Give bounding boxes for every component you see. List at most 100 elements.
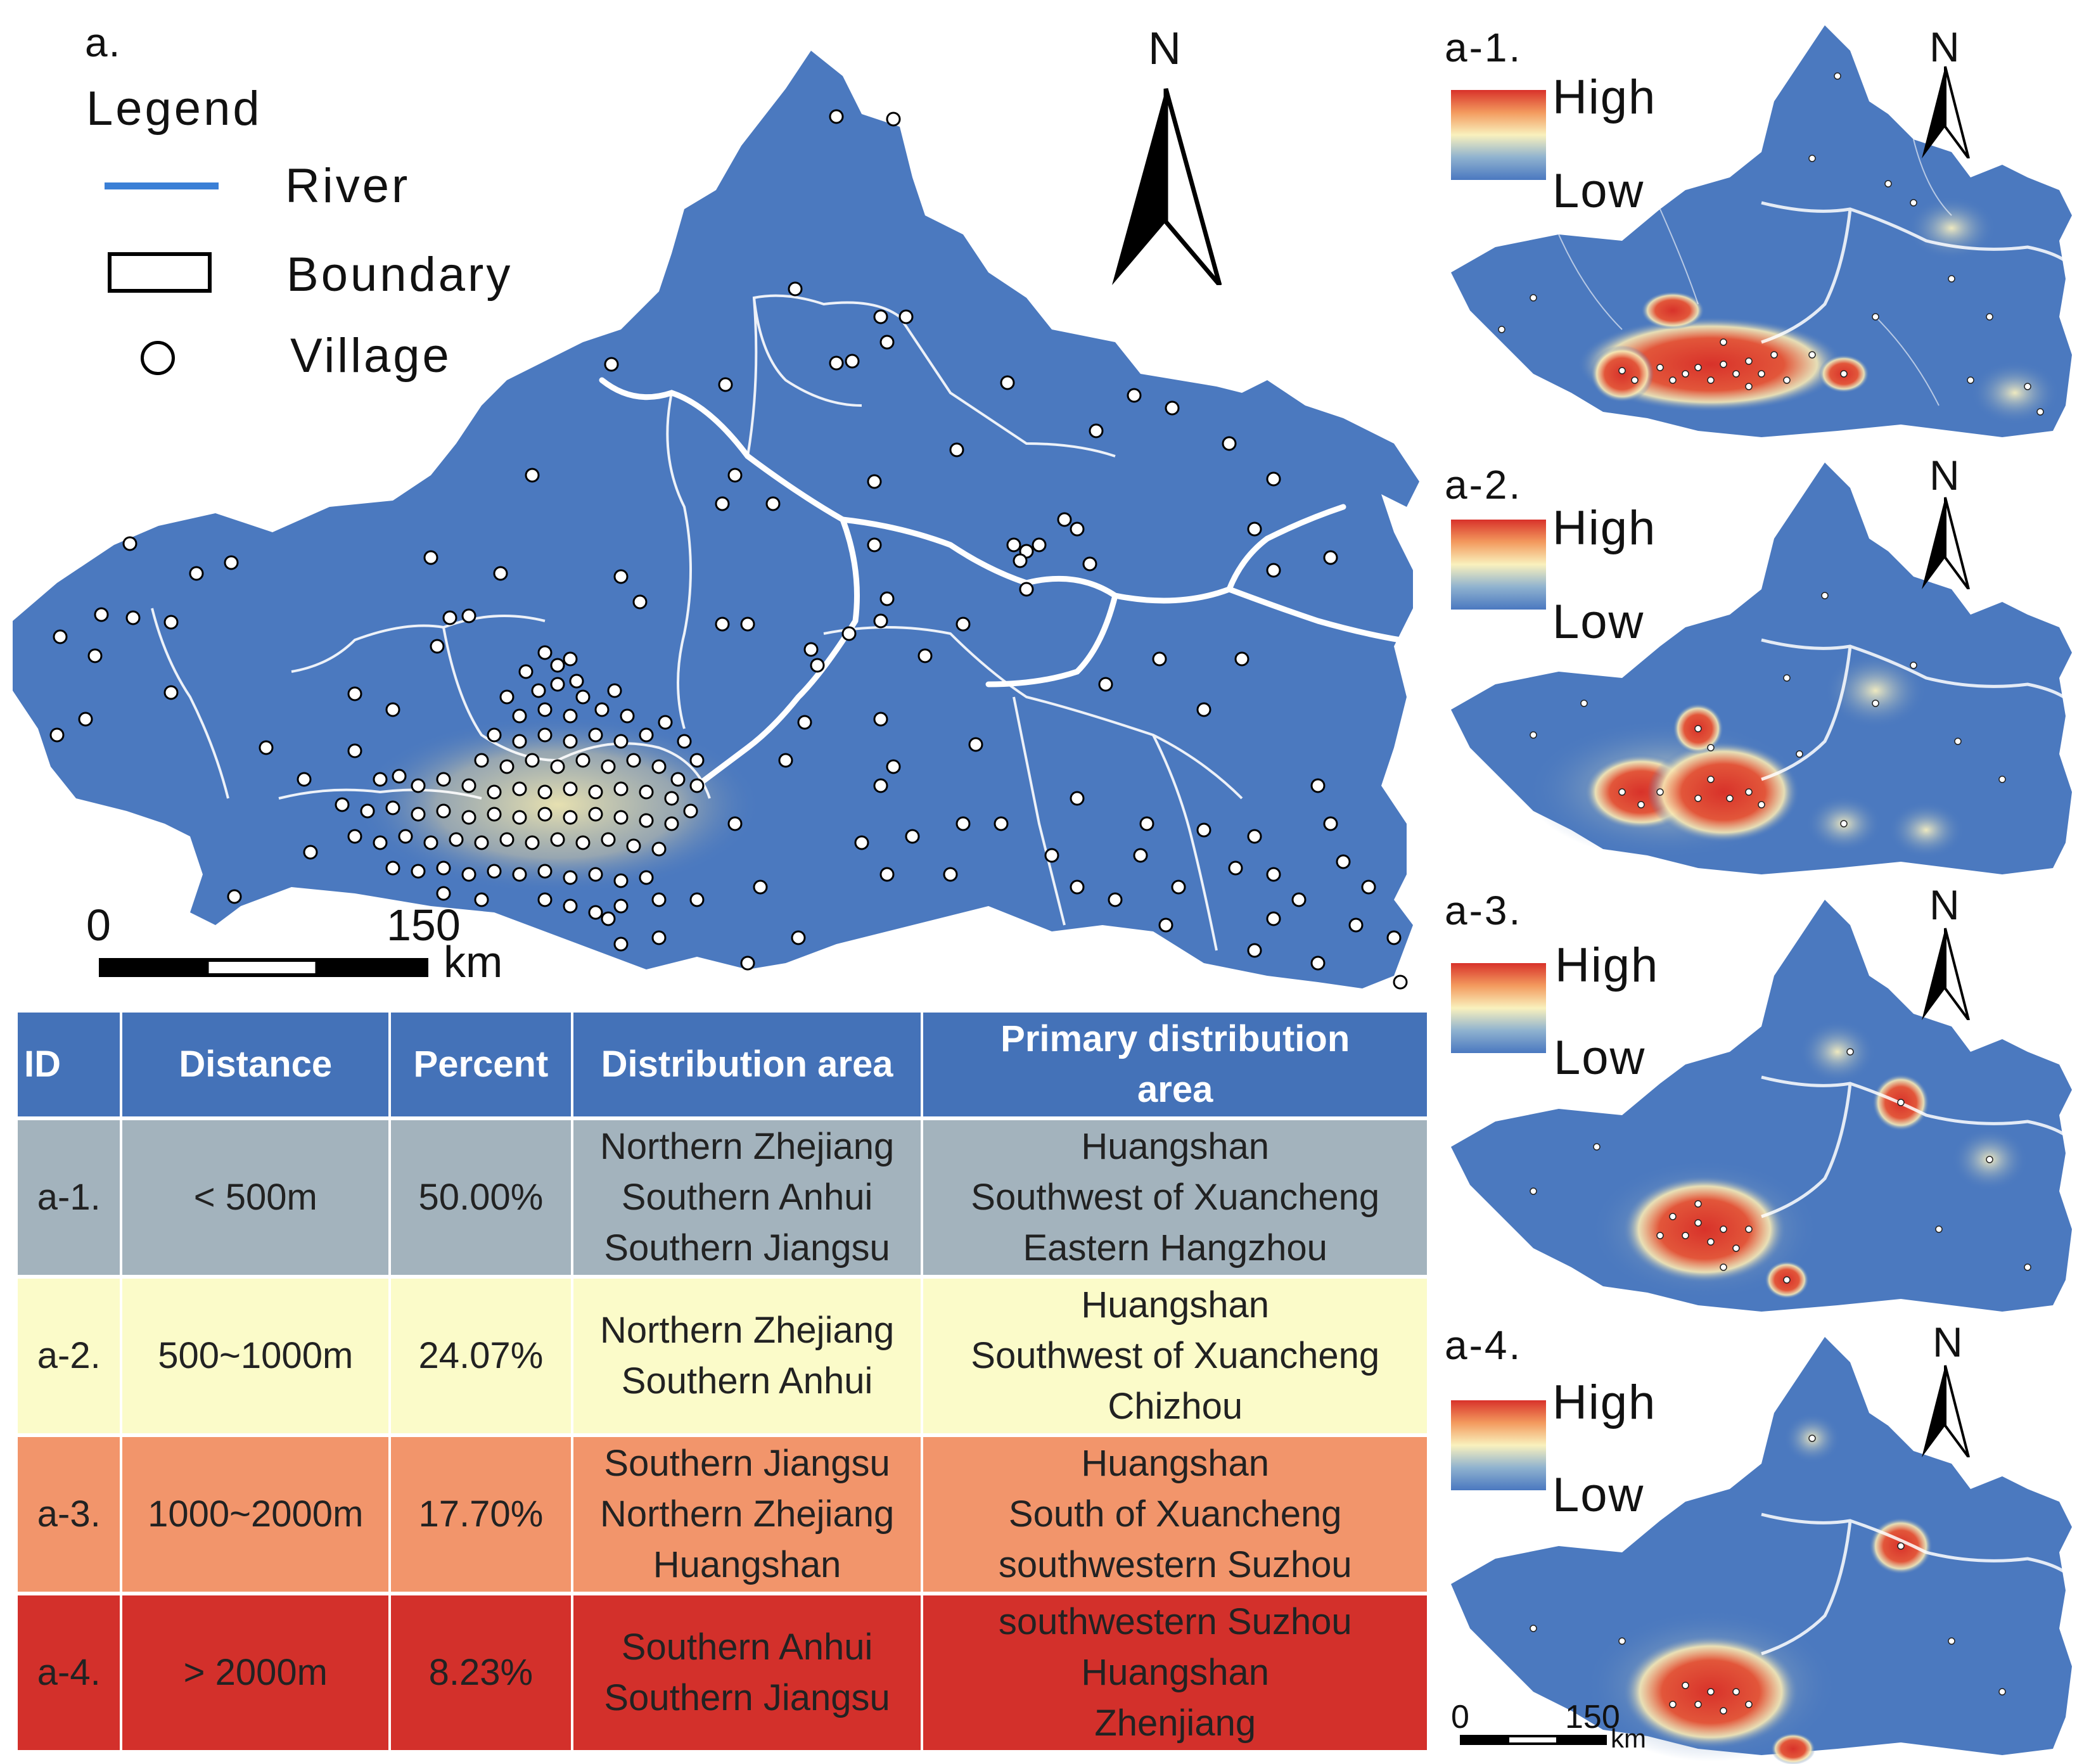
density-map-a3: a-3. High Low N	[1432, 874, 2077, 1312]
primary-line: South of Xuancheng	[1008, 1493, 1342, 1535]
row-percent: 8.23%	[391, 1595, 571, 1750]
density-map-a1: a-1. High Low N	[1432, 0, 2077, 437]
small-scale-unit: km	[1611, 1723, 1646, 1753]
row-primary-area: Huangshan Southwest of Xuancheng Chizhou	[923, 1279, 1427, 1433]
row-id: a-3.	[18, 1437, 120, 1592]
density-map-a1-label: a-1.	[1445, 25, 1523, 70]
area-line: Northern Zhejiang	[599, 1126, 895, 1167]
distribution-table: ID Distance Percent Distribution area Pr…	[15, 1009, 1429, 1754]
density-map-a4-label: a-4.	[1445, 1322, 1523, 1368]
main-map-canvas	[13, 51, 1419, 990]
density-a1-north-label: N	[1929, 23, 1960, 70]
area-line: Southern Jiangsu	[604, 1443, 890, 1484]
primary-line: Huangshan	[1081, 1443, 1270, 1484]
scale-start: 0	[86, 900, 111, 950]
row-percent: 50.00%	[391, 1120, 571, 1275]
density-a4-north-label: N	[1933, 1319, 1963, 1365]
header-distribution-area: Distribution area	[573, 1013, 921, 1116]
primary-line: Huangshan	[1081, 1284, 1270, 1326]
table-row: a-4. > 2000m 8.23% Southern Anhui Southe…	[18, 1595, 1427, 1750]
row-id: a-1.	[18, 1120, 120, 1275]
primary-line: Southwest of Xuancheng	[971, 1335, 1380, 1376]
density-a3-north-arrow-icon	[1922, 928, 1970, 1020]
study-region-land	[13, 51, 1419, 988]
legend-boundary-label: Boundary	[286, 248, 513, 302]
density-map-a3-label: a-3.	[1445, 888, 1523, 933]
scale-bar	[99, 958, 428, 977]
density-a2-color-ramp	[1451, 520, 1546, 610]
row-id: a-4.	[18, 1595, 120, 1750]
table-row: a-2. 500~1000m 24.07% Northern Zhejiang …	[18, 1279, 1427, 1433]
density-a2-high-label: High	[1552, 501, 1657, 555]
area-line: Southern Anhui	[621, 1627, 873, 1668]
primary-line: southwestern Suzhou	[998, 1544, 1352, 1585]
primary-line: southwestern Suzhou	[998, 1601, 1352, 1642]
village-points	[49, 109, 1408, 990]
area-line: Southern Jiangsu	[604, 1677, 890, 1718]
density-a2-low-label: Low	[1552, 595, 1645, 649]
row-distance: 1000~2000m	[122, 1437, 389, 1592]
row-distance: < 500m	[122, 1120, 389, 1275]
density-map-a2: a-2. High Low N	[1432, 437, 2077, 874]
primary-line: Zhenjiang	[1094, 1703, 1256, 1744]
density-a1-north-arrow-icon	[1922, 66, 1970, 158]
area-line: Huangshan	[653, 1544, 841, 1585]
header-id: ID	[18, 1013, 120, 1116]
density-a1-color-ramp	[1451, 90, 1546, 180]
main-panel-label: a.	[85, 20, 122, 65]
table-row: a-3. 1000~2000m 17.70% Southern Jiangsu …	[18, 1437, 1427, 1592]
density-a2-north-label: N	[1929, 452, 1960, 499]
row-distribution-area: Southern Anhui Southern Jiangsu	[573, 1595, 921, 1750]
row-distance: > 2000m	[122, 1595, 389, 1750]
row-percent: 17.70%	[391, 1437, 571, 1592]
row-primary-area: Huangshan Southwest of Xuancheng Eastern…	[923, 1120, 1427, 1275]
row-distribution-area: Northern Zhejiang Southern Anhui Souther…	[573, 1120, 921, 1275]
density-map-a4: a-4. High Low N 0 150 km	[1432, 1312, 2077, 1764]
density-a1-high-label: High	[1552, 70, 1657, 124]
density-a1-low-label: Low	[1552, 164, 1645, 218]
admin-boundaries	[151, 294, 1243, 951]
density-a2-north-arrow-icon	[1922, 497, 1970, 589]
row-distance: 500~1000m	[122, 1279, 389, 1433]
row-percent: 24.07%	[391, 1279, 571, 1433]
density-map-a2-label: a-2.	[1445, 462, 1523, 508]
area-line: Southern Anhui	[621, 1177, 873, 1218]
density-map-a4-canvas	[1451, 1337, 2073, 1764]
density-map-a2-canvas	[1451, 463, 2073, 874]
density-map-a1-canvas	[1451, 25, 2073, 437]
small-scale-end: 150	[1565, 1699, 1620, 1735]
table-row: a-1. < 500m 50.00% Northern Zhejiang Sou…	[18, 1120, 1427, 1275]
area-line: Southern Anhui	[621, 1360, 873, 1402]
primary-line: Southwest of Xuancheng	[971, 1177, 1380, 1218]
legend-river-label: River	[285, 159, 411, 213]
area-line: Southern Jiangsu	[604, 1227, 890, 1269]
row-id: a-2.	[18, 1279, 120, 1433]
legend-title: Legend	[86, 82, 262, 136]
scale-unit: km	[444, 937, 503, 987]
major-river-lines	[599, 377, 1403, 789]
density-a4-low-label: Low	[1552, 1468, 1645, 1522]
small-scale-bar	[1460, 1735, 1607, 1745]
density-a3-north-label: N	[1929, 881, 1960, 928]
area-line: Northern Zhejiang	[599, 1493, 895, 1535]
row-distribution-area: Southern Jiangsu Northern Zhejiang Huang…	[573, 1437, 921, 1592]
density-a3-high-label: High	[1555, 938, 1659, 992]
table-header-row: ID Distance Percent Distribution area Pr…	[18, 1013, 1427, 1116]
density-a4-color-ramp	[1451, 1400, 1546, 1490]
primary-line: Huangshan	[1081, 1126, 1270, 1167]
legend-boundary-symbol	[108, 252, 212, 293]
header-percent: Percent	[391, 1013, 571, 1116]
north-arrow-icon	[1112, 88, 1222, 285]
density-map-a3-canvas	[1451, 900, 2073, 1312]
row-distribution-area: Northern Zhejiang Southern Anhui	[573, 1279, 921, 1433]
density-a4-high-label: High	[1552, 1376, 1657, 1429]
legend-village-symbol	[141, 341, 175, 375]
primary-line: Huangshan	[1081, 1652, 1270, 1693]
area-line: Northern Zhejiang	[599, 1310, 895, 1351]
scale-end: 150	[387, 900, 461, 950]
header-primary-distribution-area: Primary distribution area	[923, 1013, 1427, 1116]
legend-village-label: Village	[290, 329, 452, 383]
primary-line: Chizhou	[1108, 1386, 1243, 1427]
main-map	[0, 0, 1432, 995]
legend-river-symbol	[105, 182, 219, 189]
